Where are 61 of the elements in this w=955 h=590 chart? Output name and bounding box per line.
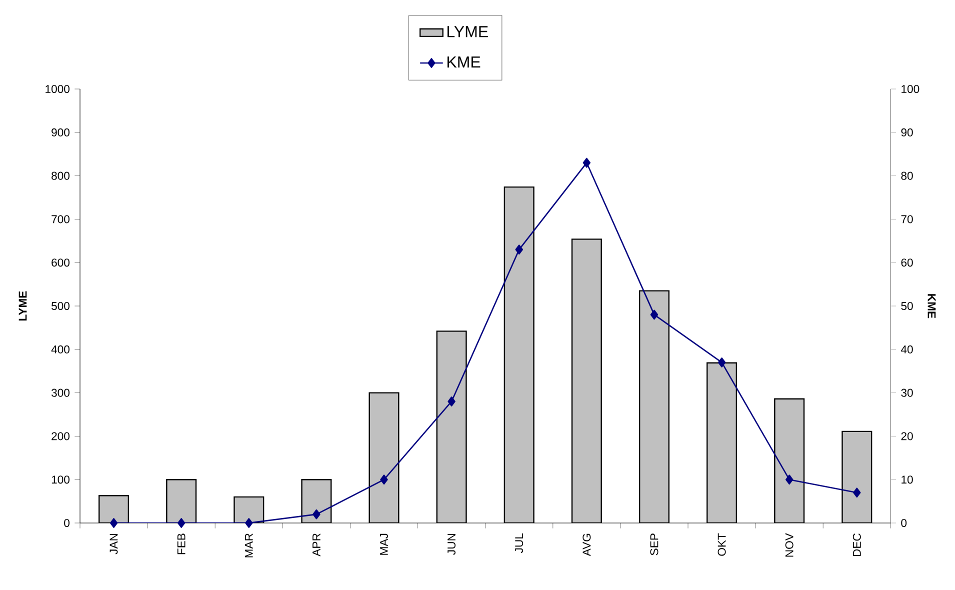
point bbox=[177, 518, 186, 528]
y-tick-label: 400 bbox=[51, 345, 70, 354]
bar bbox=[436, 330, 467, 523]
point bbox=[650, 310, 658, 320]
y2-axis-title: KME bbox=[928, 294, 936, 318]
point bbox=[380, 474, 388, 485]
bar bbox=[98, 495, 130, 523]
point bbox=[785, 474, 794, 485]
y2-tick-label: 90 bbox=[901, 128, 913, 136]
y2-tick-label: 0 bbox=[901, 518, 907, 528]
point bbox=[245, 518, 253, 528]
y-tick-label: 100 bbox=[52, 476, 70, 484]
y-tick-label: 0 bbox=[64, 518, 70, 528]
y-tick-label: 600 bbox=[52, 258, 70, 267]
point bbox=[718, 357, 726, 368]
x-tick-label: JAN bbox=[110, 534, 118, 554]
y2-tick-label: 60 bbox=[901, 258, 913, 267]
bar bbox=[504, 186, 534, 523]
bar bbox=[571, 238, 602, 523]
x-tick-label: SEP bbox=[650, 534, 658, 556]
y-tick-label: 300 bbox=[51, 388, 70, 397]
y-tick-label: 700 bbox=[52, 215, 70, 224]
x-tick-label: DEC bbox=[852, 533, 861, 556]
point bbox=[515, 244, 523, 255]
x-tick-label: FEB bbox=[177, 534, 186, 554]
y-tick-label: 200 bbox=[52, 432, 70, 440]
y2-tick-label: 10 bbox=[902, 476, 913, 484]
y2-tick-label: 100 bbox=[902, 84, 920, 94]
legend-label: LYME bbox=[448, 26, 488, 38]
x-tick-label: APR bbox=[312, 534, 320, 556]
legend-label: KME bbox=[448, 56, 480, 68]
x-tick-label: MAJ bbox=[380, 534, 388, 555]
bar bbox=[638, 290, 670, 523]
bar bbox=[301, 479, 332, 523]
point bbox=[312, 509, 320, 520]
y-tick-label: 900 bbox=[52, 128, 70, 136]
y2-tick-label: 30 bbox=[901, 388, 913, 397]
y2-tick-label: 20 bbox=[901, 432, 913, 440]
y-tick-label: 1000 bbox=[46, 84, 70, 94]
y2-tick-label: 40 bbox=[900, 345, 913, 354]
y-axis-title: LYME bbox=[18, 291, 27, 320]
x-tick-label: NOV bbox=[785, 533, 794, 557]
bar bbox=[368, 392, 400, 523]
point bbox=[110, 518, 118, 528]
point bbox=[582, 158, 591, 168]
bar bbox=[842, 430, 872, 523]
bar bbox=[706, 362, 738, 523]
point bbox=[853, 488, 861, 498]
x-tick-label: OKT bbox=[718, 533, 726, 556]
x-tick-label: MAR bbox=[244, 534, 253, 558]
point bbox=[448, 396, 456, 406]
y2-tick-label: 80 bbox=[901, 172, 913, 180]
y-tick-label: 800 bbox=[52, 172, 70, 180]
x-tick-label: JUL bbox=[515, 533, 524, 554]
x-tick-label: JUN bbox=[448, 534, 456, 555]
y2-tick-label: 70 bbox=[901, 215, 913, 224]
y2-tick-label: 50 bbox=[901, 302, 913, 310]
bar bbox=[774, 398, 805, 523]
bar bbox=[166, 479, 197, 523]
y-tick-label: 500 bbox=[52, 302, 70, 310]
x-tick-label: AVG bbox=[582, 534, 591, 556]
